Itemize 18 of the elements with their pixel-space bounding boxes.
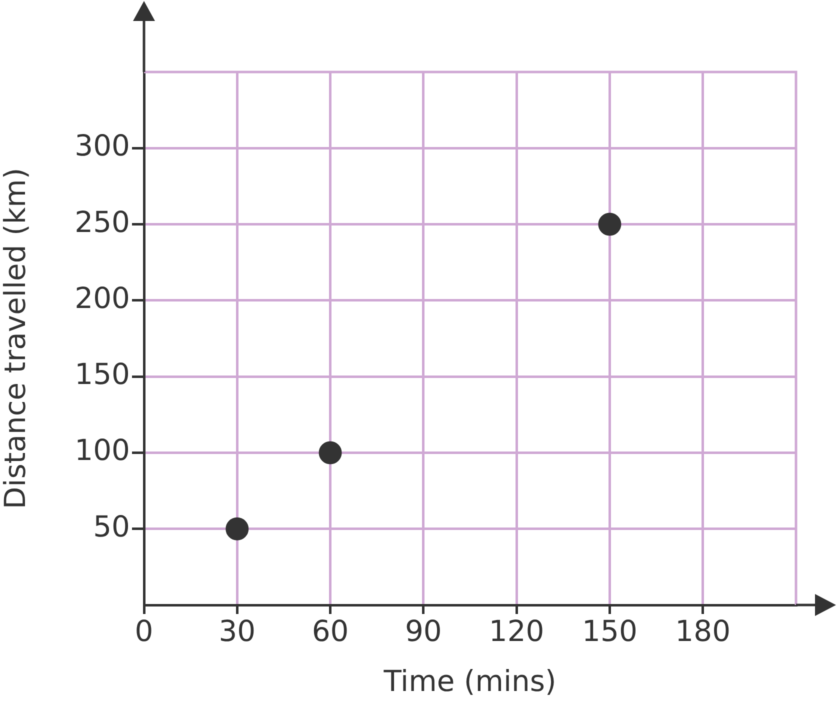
y-tick-label: 250 [74,204,130,239]
point [598,212,622,236]
x-tick-label: 150 [582,614,638,648]
x-tick-label: 120 [488,614,544,648]
x-tick-label: 0 [134,614,154,648]
y-tick-label: 300 [74,128,130,163]
y-tick-label: 150 [74,357,130,392]
x-tick-label: 30 [218,614,256,648]
point [318,441,342,464]
x-tick-label: 180 [675,614,731,648]
y-tick-label: 200 [74,280,130,315]
x-tick-label: 90 [404,614,442,648]
y-tick-label: 100 [74,433,130,468]
point [226,517,249,540]
x-axis-title: Time (mins) [382,664,556,698]
x-tick-label: 60 [312,614,349,648]
y-tick-label: 50 [93,509,130,544]
y-axis-title: Distance travelled (km) [0,168,32,510]
